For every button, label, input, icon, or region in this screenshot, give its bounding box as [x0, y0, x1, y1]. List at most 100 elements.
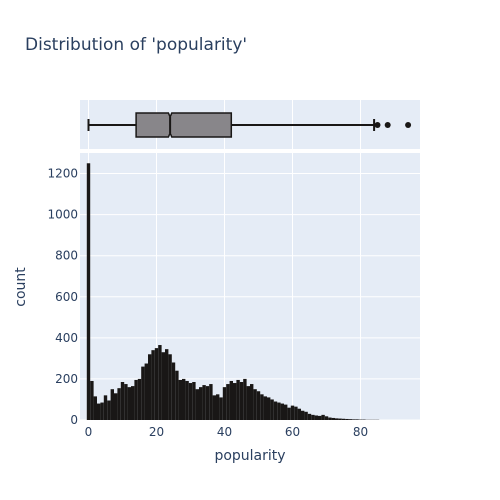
histogram-bar[interactable]: [226, 384, 230, 420]
histogram-bar[interactable]: [131, 386, 135, 420]
histogram-bar[interactable]: [270, 399, 274, 420]
histogram-bar[interactable]: [287, 407, 291, 420]
histogram-bar[interactable]: [165, 349, 169, 420]
histogram-bar[interactable]: [304, 411, 308, 420]
histogram-bar[interactable]: [233, 383, 237, 420]
histogram-bar[interactable]: [321, 414, 325, 420]
histogram-bar[interactable]: [168, 354, 172, 420]
histogram-bar[interactable]: [260, 394, 264, 420]
histogram-bar[interactable]: [158, 345, 162, 420]
chart-title: Distribution of 'popularity': [25, 35, 247, 55]
x-axis-label: popularity: [214, 448, 285, 464]
histogram-bar[interactable]: [246, 386, 250, 420]
histogram-bar[interactable]: [185, 380, 189, 420]
histogram-bar[interactable]: [338, 418, 342, 420]
histogram-bar[interactable]: [243, 378, 247, 420]
histogram-bar[interactable]: [175, 370, 179, 420]
histogram-bar[interactable]: [297, 408, 301, 420]
histogram-bar[interactable]: [205, 386, 210, 420]
histogram-bar[interactable]: [188, 383, 193, 420]
histogram-bar[interactable]: [239, 382, 244, 420]
x-tick-label: 80: [353, 425, 368, 439]
histogram-bar[interactable]: [318, 415, 322, 420]
histogram-bar[interactable]: [148, 354, 152, 420]
y-axis-label: count: [13, 267, 29, 307]
histogram-bar[interactable]: [355, 419, 359, 420]
histogram-bar[interactable]: [324, 416, 329, 420]
histogram-bar[interactable]: [171, 362, 176, 420]
histogram-bar[interactable]: [212, 395, 216, 420]
boxplot[interactable]: [87, 112, 412, 138]
histogram-bar[interactable]: [280, 403, 284, 420]
histogram-bar[interactable]: [328, 417, 332, 420]
histogram-bar[interactable]: [199, 387, 203, 420]
histogram-bar[interactable]: [161, 352, 165, 420]
histogram-bar[interactable]: [209, 384, 213, 420]
histogram-bar[interactable]: [290, 405, 295, 420]
histogram-bar[interactable]: [263, 396, 267, 420]
histogram-bar[interactable]: [114, 393, 118, 420]
histogram-bar[interactable]: [229, 380, 233, 420]
histogram-bar[interactable]: [294, 406, 298, 420]
histogram-bar[interactable]: [307, 413, 312, 420]
histogram-bar[interactable]: [250, 384, 254, 420]
histogram-bar[interactable]: [107, 400, 111, 420]
y-tick-label: 1200: [47, 167, 78, 181]
histogram-bar[interactable]: [256, 391, 261, 420]
histogram-bar[interactable]: [236, 379, 240, 420]
histogram-bar[interactable]: [219, 397, 223, 420]
histogram-bar[interactable]: [222, 387, 227, 420]
histogram-bar[interactable]: [273, 401, 278, 420]
y-tick-label: 0: [70, 413, 78, 427]
histogram-bar[interactable]: [352, 419, 356, 420]
histogram-panel-background: [80, 153, 420, 420]
y-tick-label: 200: [55, 372, 78, 386]
histogram-bar[interactable]: [348, 419, 352, 420]
histogram-bar[interactable]: [178, 379, 182, 420]
histogram-bar[interactable]: [216, 394, 220, 420]
histogram-bar[interactable]: [314, 415, 318, 420]
histogram-bar[interactable]: [195, 389, 199, 420]
boxplot-outlier-point: [384, 122, 391, 128]
histogram-bar[interactable]: [335, 418, 339, 420]
histogram-bar[interactable]: [124, 384, 128, 420]
histogram-bar[interactable]: [341, 418, 346, 420]
histogram-bar[interactable]: [93, 396, 97, 420]
y-tick-label: 800: [55, 249, 78, 263]
histogram-bar[interactable]: [86, 163, 91, 420]
histogram-bar[interactable]: [345, 418, 349, 420]
histogram-bar[interactable]: [277, 402, 281, 420]
histogram-bar[interactable]: [134, 379, 138, 420]
histogram-bar[interactable]: [144, 363, 148, 420]
histogram-bar[interactable]: [117, 388, 121, 420]
histogram-bar[interactable]: [267, 397, 271, 420]
histogram-bar[interactable]: [154, 348, 159, 420]
histogram-bar[interactable]: [311, 414, 315, 420]
histogram-bars[interactable]: [86, 163, 380, 420]
x-tick-label: 0: [85, 425, 93, 439]
histogram-bar[interactable]: [192, 382, 196, 420]
histogram-bar[interactable]: [253, 389, 257, 420]
histogram-bar[interactable]: [103, 395, 108, 420]
histogram-bar[interactable]: [137, 378, 142, 420]
histogram-bar[interactable]: [202, 385, 206, 420]
histogram-bar[interactable]: [331, 417, 335, 420]
boxplot-outlier-point: [374, 122, 381, 128]
histogram-bar[interactable]: [100, 402, 104, 420]
x-tick-label: 60: [285, 425, 300, 439]
histogram-bar[interactable]: [90, 380, 94, 420]
histogram-bar[interactable]: [141, 366, 145, 420]
histogram-bar[interactable]: [301, 410, 305, 420]
histogram-bar[interactable]: [120, 382, 125, 420]
histogram-bar[interactable]: [97, 403, 101, 420]
y-axis-ticks: 0 200 400 600 800 1000 1200: [47, 167, 78, 427]
histogram-bar[interactable]: [110, 389, 114, 420]
histogram-bar[interactable]: [151, 350, 155, 420]
histogram-bar[interactable]: [182, 378, 186, 420]
histogram-bar[interactable]: [284, 404, 288, 420]
y-tick-label: 400: [55, 331, 78, 345]
boxplot-outlier-point: [405, 122, 412, 128]
histogram-bar[interactable]: [127, 387, 131, 420]
